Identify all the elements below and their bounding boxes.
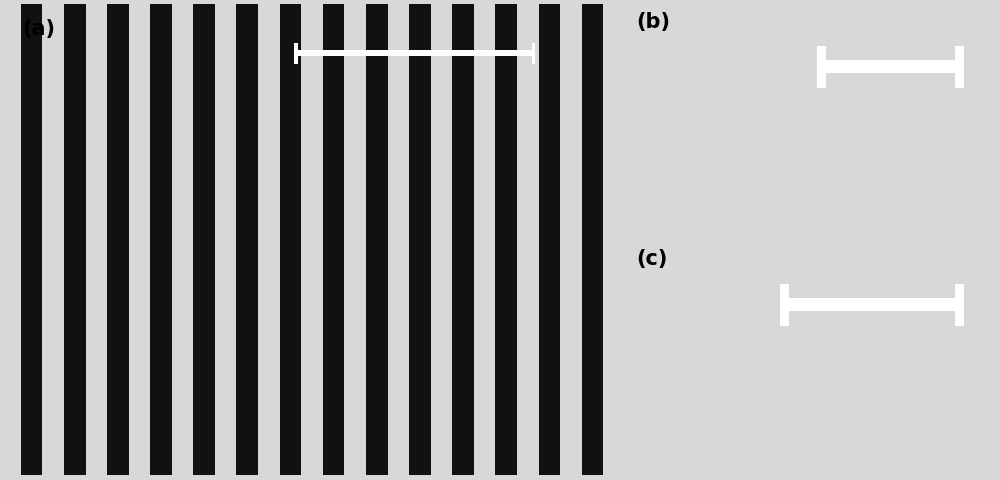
Text: (b): (b)	[637, 12, 671, 32]
Bar	[409, 5, 431, 475]
Bar	[236, 5, 258, 475]
Bar	[538, 5, 560, 475]
Bar	[532, 44, 535, 65]
Text: (c): (c)	[637, 249, 668, 269]
Bar	[582, 5, 603, 475]
Bar	[64, 5, 86, 475]
Bar	[107, 5, 129, 475]
Bar	[193, 5, 215, 475]
Bar	[780, 284, 789, 326]
Bar	[495, 5, 517, 475]
Bar	[366, 5, 388, 475]
Bar	[780, 299, 964, 312]
Bar	[955, 284, 964, 326]
Bar	[294, 44, 298, 65]
Bar	[625, 5, 646, 475]
Text: (a): (a)	[22, 19, 55, 39]
Bar	[817, 47, 826, 89]
Bar	[294, 51, 535, 57]
Bar	[452, 5, 474, 475]
Bar	[323, 5, 344, 475]
Bar	[21, 5, 42, 475]
Bar	[817, 61, 964, 74]
Bar	[280, 5, 301, 475]
Bar	[955, 47, 964, 89]
Bar	[150, 5, 172, 475]
